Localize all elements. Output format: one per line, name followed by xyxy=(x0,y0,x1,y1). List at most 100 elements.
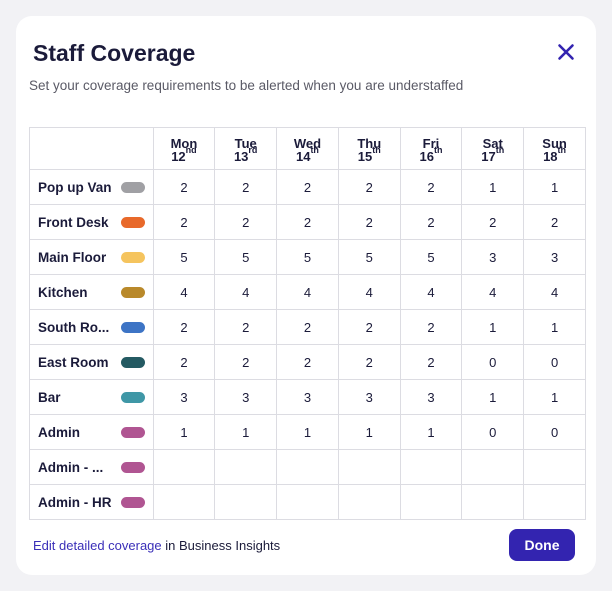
coverage-value-cell[interactable]: 4 xyxy=(461,274,525,310)
coverage-value-cell[interactable]: 3 xyxy=(461,239,525,275)
coverage-value-cell[interactable]: 1 xyxy=(337,414,401,450)
coverage-value-cell[interactable]: 2 xyxy=(276,309,339,345)
coverage-value-cell[interactable] xyxy=(276,484,339,520)
coverage-value-cell[interactable]: 2 xyxy=(276,204,339,240)
role-color-swatch xyxy=(120,182,145,193)
coverage-value-cell[interactable]: 1 xyxy=(461,309,525,345)
coverage-value-cell[interactable]: 2 xyxy=(399,204,463,240)
coverage-value-cell[interactable]: 5 xyxy=(337,239,401,275)
coverage-value-cell[interactable]: 1 xyxy=(461,169,525,205)
coverage-value-cell[interactable]: 2 xyxy=(214,344,278,380)
coverage-value-cell[interactable]: 1 xyxy=(152,414,216,450)
coverage-value-cell[interactable] xyxy=(214,484,278,520)
coverage-value-cell[interactable]: 3 xyxy=(214,379,278,415)
coverage-value-cell[interactable]: 0 xyxy=(461,344,525,380)
coverage-value-cell[interactable] xyxy=(399,484,463,520)
coverage-value-cell[interactable] xyxy=(523,484,586,520)
coverage-value-cell[interactable]: 2 xyxy=(152,169,216,205)
coverage-value-cell[interactable]: 2 xyxy=(399,309,463,345)
coverage-value-cell[interactable]: 2 xyxy=(523,204,586,240)
day-ordinal-suffix: th xyxy=(557,144,567,155)
day-header: Sun 18th xyxy=(523,127,586,170)
coverage-value-cell[interactable]: 2 xyxy=(399,344,463,380)
table-row: Admin 1 1 1 1 1 0 0 xyxy=(29,414,586,450)
dialog-title: Staff Coverage xyxy=(33,40,196,66)
coverage-value-cell[interactable] xyxy=(214,449,278,485)
coverage-value-cell[interactable]: 1 xyxy=(399,414,463,450)
footer-text: Edit detailed coverage in Business Insig… xyxy=(33,538,280,553)
coverage-value-cell[interactable] xyxy=(461,484,525,520)
coverage-value-cell[interactable] xyxy=(523,449,586,485)
close-button[interactable] xyxy=(554,40,578,64)
coverage-value-cell[interactable]: 1 xyxy=(461,379,525,415)
coverage-value-cell[interactable] xyxy=(461,449,525,485)
coverage-value-cell[interactable]: 3 xyxy=(523,239,586,275)
day-header: Thu 15th xyxy=(337,127,401,170)
day-name: Mon xyxy=(170,136,198,151)
coverage-value-cell[interactable]: 3 xyxy=(337,379,401,415)
role-name: Bar xyxy=(38,389,61,405)
coverage-value-cell[interactable]: 2 xyxy=(337,204,401,240)
coverage-value-cell[interactable]: 1 xyxy=(276,414,339,450)
coverage-value-cell[interactable] xyxy=(399,449,463,485)
day-date: 16th xyxy=(401,145,462,163)
coverage-value-cell[interactable]: 4 xyxy=(214,274,278,310)
coverage-value-cell[interactable]: 5 xyxy=(276,239,339,275)
day-ordinal-suffix: th xyxy=(433,144,443,155)
coverage-value-cell[interactable] xyxy=(337,449,401,485)
coverage-value-cell[interactable] xyxy=(152,449,216,485)
table-row: Main Floor 5 5 5 5 5 3 3 xyxy=(29,239,586,275)
role-name: Front Desk xyxy=(38,214,109,230)
coverage-value-cell[interactable]: 2 xyxy=(152,204,216,240)
coverage-value-cell[interactable]: 0 xyxy=(523,414,586,450)
coverage-value-cell[interactable]: 5 xyxy=(152,239,216,275)
coverage-value-cell[interactable]: 2 xyxy=(214,204,278,240)
coverage-value-cell[interactable]: 3 xyxy=(276,379,339,415)
day-ordinal-suffix: th xyxy=(310,144,319,155)
coverage-value-cell[interactable]: 4 xyxy=(337,274,401,310)
role-cell: Pop up Van xyxy=(29,169,154,205)
coverage-value-cell[interactable]: 1 xyxy=(523,169,586,205)
coverage-value-cell[interactable]: 0 xyxy=(461,414,525,450)
dialog-subtitle: Set your coverage requirements to be ale… xyxy=(29,78,464,93)
day-ordinal-suffix: th xyxy=(372,144,381,155)
coverage-value-cell[interactable] xyxy=(337,484,401,520)
role-cell: Front Desk xyxy=(29,204,154,240)
coverage-value-cell[interactable]: 2 xyxy=(276,344,339,380)
coverage-value-cell[interactable]: 5 xyxy=(399,239,463,275)
coverage-value-cell[interactable]: 1 xyxy=(523,309,586,345)
coverage-value-cell[interactable]: 4 xyxy=(276,274,339,310)
coverage-value-cell[interactable]: 1 xyxy=(214,414,278,450)
day-number: 12 xyxy=(171,149,186,164)
coverage-value-cell[interactable] xyxy=(152,484,216,520)
role-cell: Bar xyxy=(29,379,154,415)
role-name: South Ro... xyxy=(38,319,110,335)
coverage-value-cell[interactable]: 3 xyxy=(399,379,463,415)
coverage-value-cell[interactable]: 2 xyxy=(152,309,216,345)
coverage-value-cell[interactable]: 2 xyxy=(337,169,401,205)
coverage-value-cell[interactable]: 0 xyxy=(523,344,586,380)
coverage-value-cell[interactable]: 1 xyxy=(523,379,586,415)
day-header: Fri 16th xyxy=(399,127,463,170)
coverage-value-cell[interactable]: 2 xyxy=(152,344,216,380)
coverage-value-cell[interactable] xyxy=(276,449,339,485)
coverage-value-cell[interactable]: 3 xyxy=(152,379,216,415)
coverage-value-cell[interactable]: 2 xyxy=(399,169,463,205)
coverage-value-cell[interactable]: 2 xyxy=(214,309,278,345)
coverage-value-cell[interactable]: 4 xyxy=(152,274,216,310)
edit-detailed-coverage-link[interactable]: Edit detailed coverage xyxy=(33,538,162,553)
done-button[interactable]: Done xyxy=(509,529,575,561)
day-ordinal-suffix: rd xyxy=(248,144,258,155)
role-name: Admin - HR xyxy=(38,494,112,510)
coverage-value-cell[interactable]: 2 xyxy=(337,309,401,345)
coverage-value-cell[interactable]: 2 xyxy=(337,344,401,380)
day-name: Wed xyxy=(293,136,322,151)
coverage-value-cell[interactable]: 2 xyxy=(214,169,278,205)
role-name: Kitchen xyxy=(38,284,88,300)
coverage-value-cell[interactable]: 2 xyxy=(461,204,525,240)
coverage-value-cell[interactable]: 2 xyxy=(276,169,339,205)
coverage-value-cell[interactable]: 5 xyxy=(214,239,278,275)
table-row: Kitchen 4 4 4 4 4 4 4 xyxy=(29,274,586,310)
coverage-value-cell[interactable]: 4 xyxy=(399,274,463,310)
coverage-value-cell[interactable]: 4 xyxy=(523,274,586,310)
